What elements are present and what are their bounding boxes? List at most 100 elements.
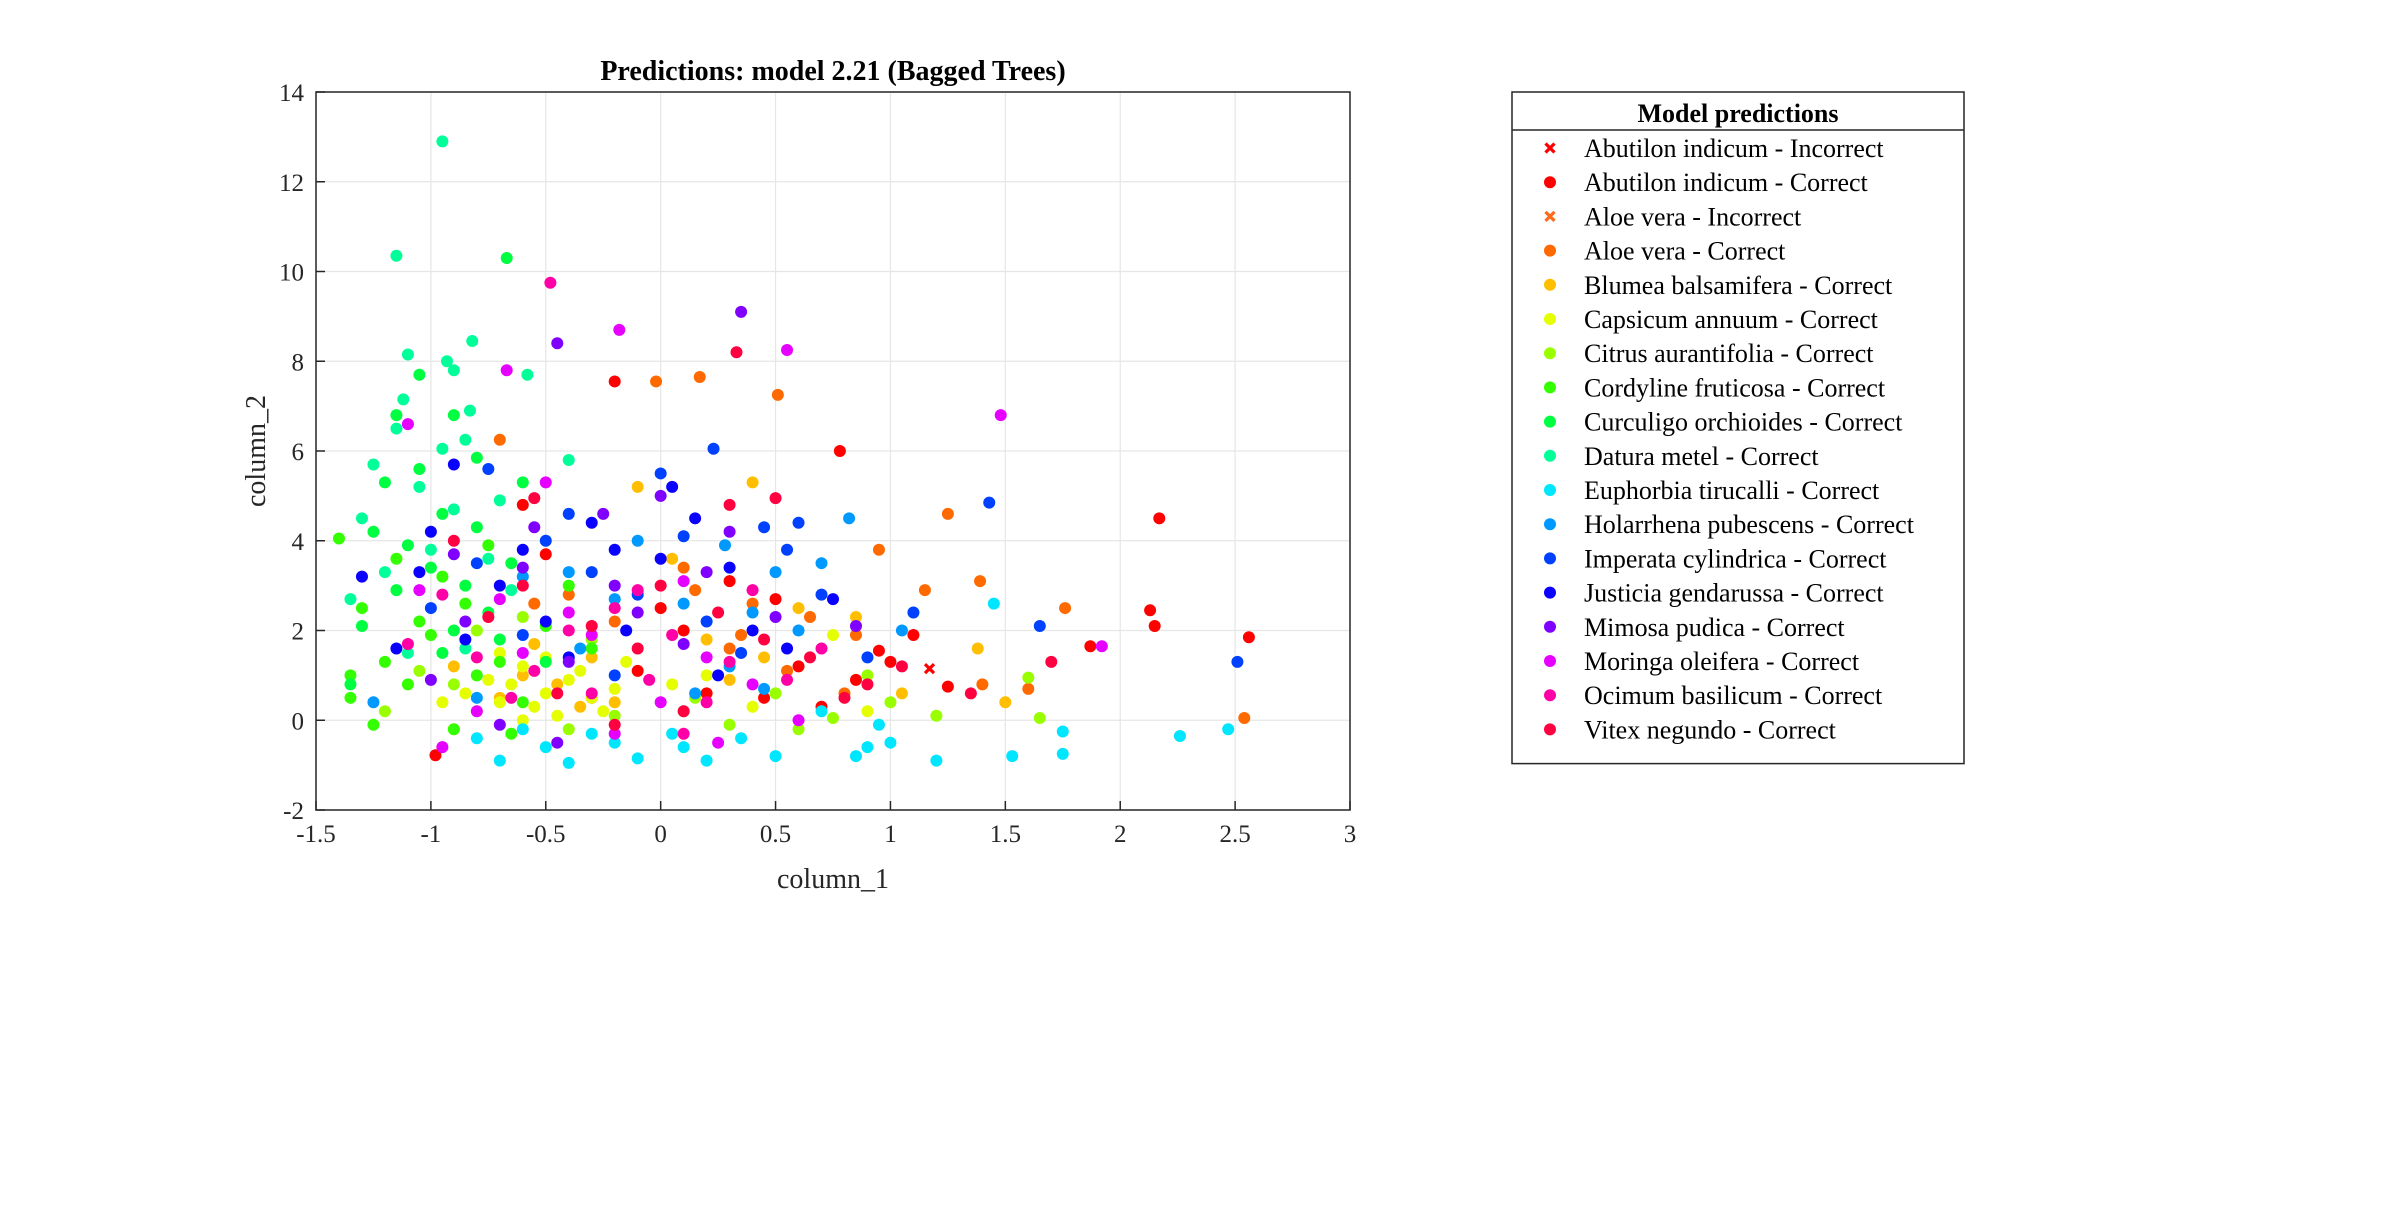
data-point — [516, 660, 529, 673]
legend-marker — [1544, 381, 1556, 394]
data-point — [1084, 640, 1097, 653]
data-point — [827, 593, 839, 606]
legend-items: Abutilon indicum - Incorrect Abutilon ind… — [1544, 134, 1915, 744]
data-point — [528, 521, 541, 534]
data-point — [367, 525, 380, 538]
data-point — [941, 507, 954, 520]
data-point — [344, 678, 357, 691]
legend-item: Abutilon indicum - Incorrect — [1544, 134, 1884, 163]
legend-item: Curculigo orchioides - Correct — [1544, 408, 1903, 437]
data-point — [735, 628, 748, 641]
legend-box — [1511, 91, 1965, 765]
data-point — [401, 348, 414, 361]
data-point — [436, 507, 449, 520]
data-point — [493, 593, 506, 606]
data-point — [804, 611, 817, 624]
data-point — [459, 642, 472, 655]
x-tick-label: -1 — [420, 821, 441, 848]
data-point — [562, 606, 575, 619]
data-point — [833, 445, 846, 457]
data-point — [539, 534, 552, 547]
data-point — [436, 646, 449, 659]
data-point — [397, 393, 410, 406]
data-point — [401, 418, 414, 431]
data-point — [746, 678, 759, 691]
data-point — [413, 368, 426, 381]
data-point — [987, 597, 1000, 610]
legend-label: Holarrhena pubescens - Correct — [1584, 510, 1915, 539]
data-point — [562, 673, 575, 686]
data-point — [516, 696, 529, 709]
data-point — [459, 687, 472, 700]
x-axis-ticks: -1.5 -1 -0.5 0 0.5 1 1.5 2 2.5 3 — [296, 801, 1356, 848]
data-point — [574, 642, 587, 655]
legend-item: Abutilon indicum - Correct — [1544, 168, 1869, 197]
legend-title: Model predictions — [1637, 99, 1838, 128]
data-point — [999, 696, 1012, 709]
data-point — [459, 597, 472, 610]
data-point — [459, 615, 472, 628]
legend-label: Abutilon indicum - Correct — [1584, 168, 1869, 197]
y-tick-label: 2 — [292, 619, 305, 646]
legend-marker — [1544, 586, 1556, 599]
data-point — [551, 736, 564, 749]
data-point — [792, 516, 805, 529]
data-point — [1056, 747, 1069, 760]
data-point — [872, 644, 885, 657]
chart-title: Predictions: model 2.21 (Bagged Trees) — [600, 56, 1065, 87]
data-point — [677, 561, 690, 574]
data-point — [608, 579, 621, 592]
data-point — [666, 552, 679, 565]
legend-label: Datura metel - Correct — [1584, 442, 1819, 471]
data-point — [413, 664, 426, 677]
data-point — [930, 754, 943, 767]
data-point — [544, 276, 557, 289]
data-point — [466, 335, 479, 348]
data-point — [521, 368, 534, 381]
data-point — [746, 700, 759, 713]
legend-item: Euphorbia tirucalli - Correct — [1544, 476, 1880, 505]
legend-marker — [1544, 313, 1556, 325]
data-point — [516, 714, 529, 727]
data-point — [390, 584, 403, 597]
data-point — [769, 687, 782, 700]
data-point — [815, 642, 828, 655]
data-point — [964, 687, 977, 700]
data-point — [332, 532, 345, 545]
legend-label: Aloe vera - Correct — [1584, 237, 1786, 266]
y-tick-label: 6 — [292, 439, 305, 466]
legend-marker — [1544, 620, 1556, 633]
legend-marker — [1544, 723, 1556, 736]
data-point — [689, 512, 702, 525]
legend-marker — [1544, 142, 1556, 154]
data-point — [413, 480, 426, 493]
data-point — [781, 543, 794, 556]
data-point — [413, 615, 426, 628]
data-point — [516, 561, 529, 574]
data-point — [769, 750, 782, 763]
x-tick-label: 2 — [1114, 821, 1127, 848]
data-point — [781, 673, 794, 686]
data-point — [378, 655, 391, 668]
data-point — [551, 687, 564, 700]
data-point — [895, 660, 908, 673]
data-point — [631, 752, 644, 765]
data-point — [804, 651, 817, 664]
data-point — [700, 696, 713, 709]
data-point — [539, 615, 552, 628]
data-point — [459, 579, 472, 592]
data-point — [677, 727, 690, 740]
data-point — [429, 749, 442, 762]
legend-item: Datura metel - Correct — [1544, 442, 1819, 471]
data-point — [861, 651, 874, 664]
data-point — [723, 525, 736, 538]
y-axis-label: column_2 — [241, 395, 272, 507]
data-point — [447, 624, 460, 637]
data-point — [516, 570, 529, 583]
data-point — [436, 570, 449, 583]
data-point — [401, 678, 414, 691]
data-point — [974, 575, 987, 588]
data-point — [746, 476, 759, 489]
data-point — [861, 669, 874, 682]
data-point — [447, 409, 460, 422]
